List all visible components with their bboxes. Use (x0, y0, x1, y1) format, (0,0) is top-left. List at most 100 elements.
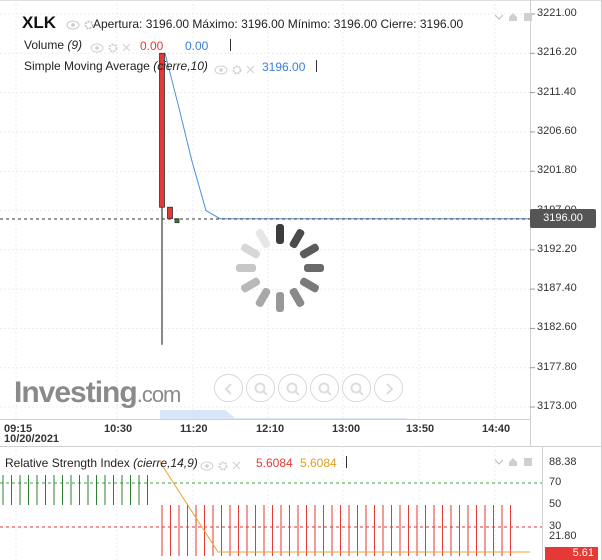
chart-grid (0, 0, 535, 560)
zoom-out-button[interactable] (310, 374, 339, 402)
close-icon[interactable] (122, 43, 131, 52)
legend-separator (230, 39, 231, 51)
arrow-left-icon (224, 383, 232, 395)
gear-icon[interactable] (232, 65, 242, 75)
rsi-legend: Relative Strength Index (cierre,14,9) (5, 456, 198, 470)
spinner-segment (236, 264, 256, 272)
time-tick-label: 13:50 (406, 423, 435, 435)
rsi-signal-value: 5.6084 (300, 456, 337, 470)
candles (159, 52, 180, 345)
spinner-segment (289, 228, 305, 249)
volume-area (160, 410, 410, 419)
spinner-segment (240, 243, 261, 259)
dropdown-icon[interactable] (494, 457, 504, 467)
scroll-left-button[interactable] (214, 374, 243, 402)
maximize-icon[interactable] (523, 457, 533, 467)
price-tick-label: 3177.80 (537, 360, 577, 373)
close-icon[interactable] (246, 65, 255, 74)
gear-icon[interactable] (108, 43, 118, 53)
price-tick-label: 3201.80 (537, 164, 577, 177)
spinner-segment (289, 287, 305, 308)
spinner-segment (299, 277, 320, 293)
rsi-tick-label: 70 (549, 476, 562, 488)
maximize-icon[interactable] (523, 12, 533, 22)
spinner-segment (299, 243, 320, 259)
zoom-in-icon (254, 382, 268, 396)
spinner-segment (276, 292, 284, 312)
close-icon[interactable] (232, 461, 241, 470)
price-tick-label: 3182.60 (537, 321, 577, 334)
eye-icon[interactable] (214, 65, 228, 75)
date-label: 10/20/2021 (4, 433, 60, 445)
gear-icon[interactable] (84, 20, 94, 30)
price-tick-label: 3211.40 (537, 85, 576, 98)
rsi-tick-label: 30 (549, 520, 562, 532)
fit-icon (350, 382, 364, 396)
loading-spinner-icon (236, 224, 324, 312)
symbol: XLK (22, 13, 56, 32)
eye-icon[interactable] (66, 20, 80, 30)
spinner-segment (255, 287, 271, 308)
sma-legend: Simple Moving Average (cierre,10) (24, 59, 208, 73)
volume-label: Volume (24, 38, 65, 52)
rsi-legend-icons[interactable] (196, 457, 241, 475)
legend-separator (346, 456, 347, 468)
price-tick-label: 3187.40 (537, 282, 577, 295)
rsi-current-tag: 5.61 (545, 547, 598, 560)
rsi-value: 5.6084 (256, 456, 293, 470)
price-tick-label: 3221.00 (537, 7, 577, 19)
rsi-param: (cierre,14,9) (133, 456, 198, 470)
eye-icon[interactable] (90, 43, 104, 53)
volume-value-up: 0.00 (185, 39, 209, 53)
gear-icon[interactable] (218, 461, 228, 471)
volume-value-down: 0.00 (140, 39, 164, 53)
zoom-out-icon (318, 382, 332, 396)
spinner-segment (276, 224, 284, 244)
candle-body[interactable] (167, 206, 173, 220)
zoom-reset-icon (286, 382, 300, 396)
scroll-right-button[interactable] (374, 374, 403, 402)
price-tick-label: 3216.20 (537, 46, 577, 59)
ohlc-values: Apertura: 3196.00 Máximo: 3196.00 Mínimo… (93, 17, 464, 31)
price-tick-label: 3206.60 (537, 124, 577, 137)
time-tick-label: 14:40 (482, 423, 511, 435)
rsi-signal-line (159, 461, 530, 553)
home-icon[interactable] (508, 12, 518, 22)
rsi-label: Relative Strength Index (5, 456, 130, 470)
zoom-in-button[interactable] (246, 374, 275, 402)
volume-area-shape (160, 410, 410, 419)
time-tick-label: 10:30 (104, 423, 133, 435)
time-tick-label: 11:20 (180, 423, 208, 435)
investing-brand: Investing (14, 376, 138, 409)
investing-suffix: .com (136, 382, 182, 407)
rsi-tick-label: 21.80 (549, 530, 577, 542)
symbol-title: XLK (22, 13, 56, 33)
time-tick-label: 12:10 (256, 423, 285, 435)
volume-legend: Volume (9) (24, 38, 82, 52)
rsi-tick-label: 50 (549, 498, 562, 510)
price-tick-label: 3192.20 (537, 242, 577, 255)
candle-body[interactable] (159, 52, 165, 208)
eye-icon[interactable] (200, 461, 214, 471)
sma-param: (cierre,10) (153, 59, 208, 73)
rsi-bars (2, 475, 511, 556)
rsi-tick-label: 88.38 (549, 456, 577, 468)
spinner-segment (255, 228, 271, 249)
legend-icons-main[interactable] (62, 17, 94, 31)
time-tick-label: 09:15 (4, 423, 33, 435)
time-tick-label: 13:00 (332, 423, 361, 435)
volume-param: (9) (67, 38, 83, 52)
price-tick-label: 3173.00 (537, 400, 577, 412)
sma-legend-icons[interactable] (210, 61, 255, 79)
investing-logo: Investing.com (14, 376, 182, 410)
zoom-reset-button[interactable] (278, 374, 307, 402)
rsi-window-controls[interactable] (494, 453, 533, 471)
fit-button[interactable] (342, 374, 371, 402)
dropdown-icon[interactable] (494, 12, 504, 22)
sma-value: 3196.00 (262, 60, 306, 74)
arrow-right-icon (386, 383, 394, 395)
chart-window-controls[interactable] (494, 8, 533, 26)
home-icon[interactable] (508, 457, 518, 467)
spinner-segment (304, 264, 324, 272)
volume-legend-icons[interactable] (86, 39, 131, 57)
